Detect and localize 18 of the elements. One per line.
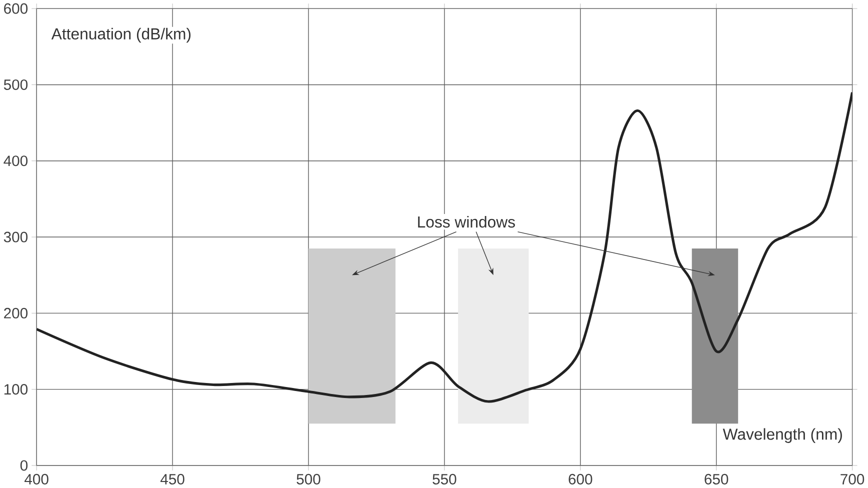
y-tick-label: 500 [4,80,28,90]
y-tick-label: 0 [20,460,28,471]
x-tick-label: 450 [160,474,184,485]
x-tick-label: 550 [432,474,456,485]
x-tick-label: 650 [704,474,728,485]
x-tick-label: 700 [840,474,864,485]
x-tick-label: 400 [24,474,48,485]
y-tick-label: 300 [4,232,28,242]
x-tick-label: 600 [568,474,592,485]
y-tick-label: 600 [4,3,28,14]
y-tick-label: 100 [4,384,28,395]
y-tick-label: 200 [4,308,28,319]
y-tick-label: 400 [4,156,28,166]
x-tick-label: 500 [296,474,320,485]
x-axis-title: Wavelength (nm) [722,428,842,444]
line-series [36,91,852,403]
y-axis-title: Attenuation (dB/km) [51,28,190,43]
annotation: Loss windows [418,216,515,228]
